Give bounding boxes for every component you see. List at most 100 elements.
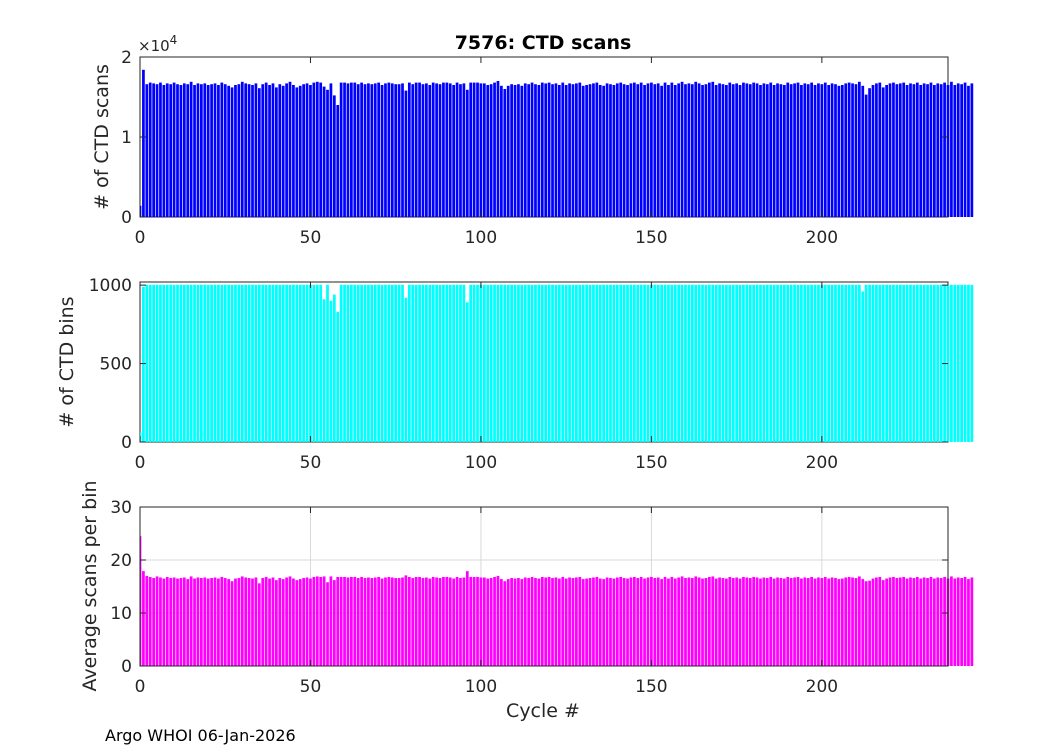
scans-bar-26 <box>227 85 231 217</box>
scans-bar-82 <box>418 82 421 217</box>
bins-bar-81 <box>414 284 418 442</box>
bins-bar-207 <box>844 284 848 442</box>
scans-bar-68 <box>370 84 374 217</box>
bins-bar-11 <box>176 284 179 442</box>
avg-bar-84 <box>425 577 428 666</box>
scans-exponent-label: ×104 <box>138 33 177 55</box>
avg-bar-210 <box>854 578 858 666</box>
scans-bar-1 <box>142 69 145 217</box>
avg-bar-19 <box>203 577 207 666</box>
scans-bar-53 <box>319 82 323 217</box>
bins-bar-106 <box>500 284 503 442</box>
scans-bar-196 <box>806 84 810 217</box>
bins-bar-45 <box>292 284 295 442</box>
bins-bar-160 <box>684 284 687 442</box>
avg-bar-126 <box>568 577 571 666</box>
bins-bar-129 <box>578 284 582 442</box>
bins-bar-162 <box>690 284 694 442</box>
bins-bar-105 <box>496 284 500 442</box>
bins-bar-102 <box>486 284 490 442</box>
avg-bar-0 <box>140 536 142 666</box>
avg-bar-242 <box>963 576 967 666</box>
scans-bar-90 <box>445 82 449 217</box>
bins-bar-121 <box>551 284 554 442</box>
bins-y-tick-label-0: 0 <box>121 433 132 453</box>
avg-bar-143 <box>626 578 629 666</box>
avg-bar-23 <box>217 578 220 666</box>
avg-bar-200 <box>820 578 824 666</box>
avg-bar-231 <box>926 578 929 666</box>
avg-y-tick-label-3: 30 <box>110 498 132 518</box>
scans-bar-19 <box>203 83 207 218</box>
scans-bar-151 <box>653 84 657 217</box>
avg-bar-110 <box>513 578 517 666</box>
scans-bar-30 <box>240 81 244 217</box>
scans-bar-46 <box>295 87 299 218</box>
scans-bar-185 <box>769 82 773 217</box>
avg-bar-113 <box>523 577 527 666</box>
avg-bar-76 <box>397 578 401 666</box>
bins-bar-92 <box>452 284 456 442</box>
avg-bar-96 <box>465 571 469 666</box>
avg-bar-59 <box>339 576 343 666</box>
scans-bar-158 <box>677 83 681 218</box>
avg-bar-66 <box>363 578 367 666</box>
scans-bar-244 <box>970 83 974 218</box>
avg-bar-184 <box>765 578 769 666</box>
bins-bar-164 <box>697 284 701 442</box>
bins-bar-99 <box>476 284 479 442</box>
avg-bar-167 <box>707 576 711 666</box>
avg-bar-134 <box>595 576 599 666</box>
scans-bar-225 <box>905 85 909 217</box>
bins-bar-175 <box>735 284 738 442</box>
avg-y-ticks: 0 10 20 30 <box>110 498 948 677</box>
avg-bar-137 <box>605 577 609 666</box>
scans-bar-210 <box>854 84 858 217</box>
avg-bar-65 <box>360 576 363 666</box>
avg-bar-27 <box>230 581 234 666</box>
scans-bar-17 <box>196 83 200 218</box>
avg-bar-193 <box>796 576 800 666</box>
scans-bar-160 <box>684 84 687 217</box>
scans-bar-159 <box>680 81 684 217</box>
avg-bar-209 <box>851 577 854 666</box>
avg-bar-244 <box>970 577 974 666</box>
bins-bar-214 <box>868 284 871 442</box>
scans-bar-9 <box>169 84 173 217</box>
scans-bar-7 <box>162 85 166 217</box>
bins-bar-126 <box>568 284 571 442</box>
avg-bar-33 <box>251 578 254 666</box>
bins-bar-151 <box>653 284 657 442</box>
scans-bar-126 <box>568 83 571 218</box>
avg-bar-86 <box>431 576 435 666</box>
scans-bar-183 <box>762 83 766 218</box>
scans-bar-201 <box>823 82 827 217</box>
scans-bar-54 <box>322 86 326 217</box>
scans-bar-167 <box>707 82 711 217</box>
bins-bar-2 <box>145 284 149 442</box>
avg-bar-140 <box>615 577 619 666</box>
bins-bar-118 <box>540 284 544 442</box>
scans-bar-61 <box>346 83 350 218</box>
avg-x-ticks: 0 50 100 150 200 <box>135 507 838 697</box>
avg-bar-47 <box>298 579 302 666</box>
scans-bar-0 <box>140 205 142 217</box>
avg-bar-144 <box>629 577 633 666</box>
scans-bar-157 <box>673 85 677 217</box>
avg-bar-73 <box>387 576 391 666</box>
avg-bar-241 <box>960 578 963 666</box>
avg-bar-15 <box>189 576 193 666</box>
bins-bar-242 <box>963 284 967 442</box>
bins-bar-20 <box>206 284 210 442</box>
scans-bar-107 <box>503 89 507 217</box>
scans-bar-63 <box>353 82 357 217</box>
avg-bar-74 <box>390 577 394 666</box>
bins-bar-71 <box>380 284 384 442</box>
bins-bar-170 <box>718 284 721 442</box>
scans-bar-239 <box>953 85 957 217</box>
avg-y-axis-label: Average scans per bin <box>79 480 101 691</box>
bins-bar-178 <box>745 284 749 442</box>
avg-bar-158 <box>677 577 681 666</box>
bins-bar-215 <box>871 284 875 442</box>
scans-bar-8 <box>165 83 169 218</box>
